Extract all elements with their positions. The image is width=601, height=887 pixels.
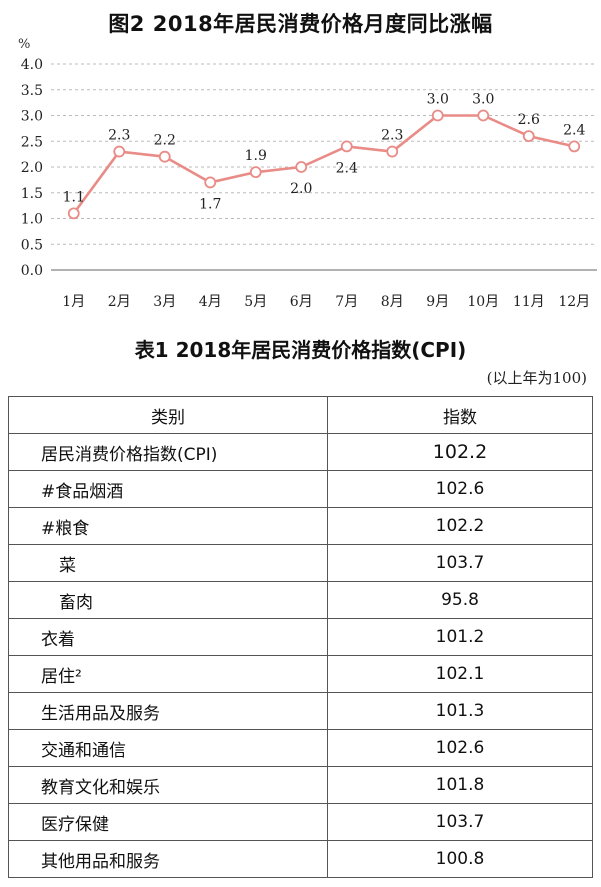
- row-index: 103.7: [327, 544, 593, 582]
- y-tick-label: 3.0: [21, 109, 43, 125]
- data-point: [568, 140, 581, 153]
- row-index: 101.3: [327, 692, 593, 730]
- x-tick-label: 8月: [381, 294, 404, 310]
- data-point: [67, 207, 80, 220]
- x-tick-label: 9月: [426, 294, 449, 310]
- y-tick-label: 4.0: [21, 57, 43, 73]
- data-label: 1.7: [199, 196, 221, 212]
- row-category: 医疗保健: [8, 803, 328, 841]
- data-point: [204, 176, 217, 189]
- table-title: 表1 2018年居民消费价格指数(CPI): [134, 338, 467, 362]
- data-point: [522, 130, 535, 142]
- table-header-row: 类别 指数: [8, 396, 593, 434]
- row-category: #食品烟酒: [8, 470, 328, 508]
- data-point: [386, 145, 399, 158]
- table-row: 生活用品及服务 101.3: [8, 692, 593, 730]
- data-label: 2.3: [108, 128, 130, 144]
- data-point: [113, 145, 126, 158]
- data-label: 1.9: [245, 148, 267, 164]
- table-row: 居住² 102.1: [8, 655, 593, 693]
- x-tick-label: 11月: [513, 294, 545, 310]
- row-category: 交通和通信: [8, 729, 328, 767]
- table-row: #粮食 102.2: [8, 507, 593, 545]
- data-point: [431, 109, 444, 122]
- data-point: [295, 161, 308, 173]
- table-row: 其他用品和服务 100.8: [8, 840, 593, 878]
- data-point: [249, 166, 262, 179]
- x-tick-label: 10月: [467, 294, 499, 310]
- row-index: 102.2: [327, 433, 593, 471]
- y-tick-label: 1.0: [21, 212, 43, 228]
- row-category: 居住²: [8, 655, 328, 693]
- chart-title: 图2 2018年居民消费价格月度同比涨幅: [108, 12, 493, 36]
- y-tick-label: 0.0: [21, 263, 43, 279]
- x-tick-label: 1月: [62, 294, 85, 310]
- row-index: 102.2: [327, 507, 593, 545]
- table-row: 教育文化和娱乐 101.8: [8, 766, 593, 804]
- x-tick-label: 3月: [153, 294, 176, 310]
- cpi-table: 类别 指数 居民消费价格指数(CPI) 102.2 #食品烟酒 102.6 #粮…: [8, 396, 593, 878]
- x-tick-label: 6月: [290, 294, 313, 310]
- y-tick-label: 0.5: [21, 237, 43, 253]
- row-index: 102.1: [327, 655, 593, 693]
- x-tick-label: 2月: [108, 294, 131, 310]
- row-index: 101.2: [327, 618, 593, 656]
- table-row: 菜 103.7: [8, 544, 593, 582]
- table-row: 居民消费价格指数(CPI) 102.2: [8, 433, 593, 471]
- data-label: 2.0: [290, 181, 312, 197]
- row-category: 居民消费价格指数(CPI): [8, 433, 328, 471]
- table-row: 交通和通信 102.6: [8, 729, 593, 767]
- y-axis-unit: %: [18, 37, 30, 52]
- x-tick-label: 12月: [558, 294, 590, 310]
- row-category: #粮食: [8, 507, 328, 545]
- data-label: 1.1: [63, 189, 85, 205]
- y-tick-label: 1.5: [21, 186, 43, 202]
- data-label: 3.0: [427, 92, 449, 108]
- data-point: [340, 140, 353, 153]
- data-point: [477, 109, 490, 122]
- y-tick-label: 2.0: [21, 160, 43, 176]
- row-category: 衣着: [8, 618, 328, 656]
- row-index: 103.7: [327, 803, 593, 841]
- row-category: 生活用品及服务: [8, 692, 328, 730]
- series-line: [72, 114, 575, 215]
- row-category: 畜肉: [8, 581, 328, 619]
- row-category: 菜: [8, 544, 328, 582]
- table-note: (以上年为100): [486, 369, 587, 387]
- data-label: 3.0: [472, 92, 494, 108]
- y-tick-label: 2.5: [21, 134, 43, 150]
- x-tick-label: 7月: [335, 294, 358, 310]
- table-row: 衣着 101.2: [8, 618, 593, 656]
- data-label: 2.2: [154, 133, 176, 149]
- data-point: [158, 150, 171, 163]
- y-tick-label: 3.5: [21, 83, 43, 99]
- data-label: 2.4: [336, 160, 358, 176]
- table-row: 医疗保健 103.7: [8, 803, 593, 841]
- header-index: 指数: [327, 396, 593, 434]
- table-row: 畜肉 95.8: [8, 581, 593, 619]
- line-chart: 0.0 0.5 1.0 1.5 2.0 2.5 3.0 3.5 4.0 1月 2月 3月 4月 5月 6月…: [18, 37, 597, 310]
- row-index: 102.6: [327, 729, 593, 767]
- data-label: 2.3: [381, 128, 403, 144]
- header-category: 类别: [8, 396, 328, 434]
- row-index: 95.8: [327, 581, 593, 619]
- x-tick-label: 4月: [199, 294, 222, 310]
- table-row: #食品烟酒 102.6: [8, 470, 593, 508]
- data-label: 2.6: [518, 112, 540, 128]
- row-index: 100.8: [327, 840, 593, 878]
- row-index: 102.6: [327, 470, 593, 508]
- row-category: 教育文化和娱乐: [8, 766, 328, 804]
- x-tick-label: 5月: [244, 294, 267, 310]
- data-label: 2.4: [563, 122, 585, 138]
- row-index: 101.8: [327, 766, 593, 804]
- row-category: 其他用品和服务: [8, 840, 328, 878]
